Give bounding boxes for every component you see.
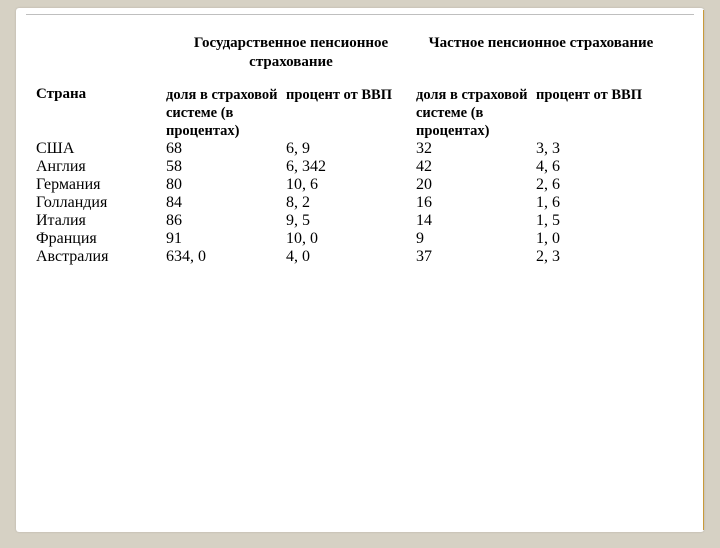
country-cell: Италия	[36, 212, 166, 230]
value-cell: 91	[166, 230, 286, 248]
country-cell: Англия	[36, 158, 166, 176]
value-cell: 14	[416, 212, 536, 230]
country-cell: США	[36, 140, 166, 158]
value-cell: 20	[416, 176, 536, 194]
value-cell: 3, 3	[536, 140, 666, 158]
value-cell: 8, 2	[286, 194, 416, 212]
value-cell: 16	[416, 194, 536, 212]
value-cell: 4, 6	[536, 158, 666, 176]
value-cell: 32	[416, 140, 536, 158]
value-cell: 6, 9	[286, 140, 416, 158]
country-cell: Австралия	[36, 248, 166, 266]
value-cell: 68	[166, 140, 286, 158]
value-cell: 10, 0	[286, 230, 416, 248]
value-cell: 1, 5	[536, 212, 666, 230]
value-cell: 1, 6	[536, 194, 666, 212]
country-cell: Франция	[36, 230, 166, 248]
value-cell: 1, 0	[536, 230, 666, 248]
header-state-share: доля в страховой системе (в процентах)	[166, 86, 286, 140]
header-private-gdp: процент от ВВП	[536, 86, 666, 140]
header-group-state: Государственное пенсионное страхование	[166, 28, 416, 86]
header-private-share: доля в страховой системе (в процентах)	[416, 86, 536, 140]
value-cell: 10, 6	[286, 176, 416, 194]
header-group-private: Частное пенсионное страхование	[416, 28, 666, 86]
value-cell: 9	[416, 230, 536, 248]
header-country: Страна	[36, 86, 166, 140]
country-cell: Германия	[36, 176, 166, 194]
value-cell: 6, 342	[286, 158, 416, 176]
page: Государственное пенсионное страхование Ч…	[16, 8, 704, 532]
value-cell: 9, 5	[286, 212, 416, 230]
value-cell: 2, 3	[536, 248, 666, 266]
value-cell: 86	[166, 212, 286, 230]
value-cell: 58	[166, 158, 286, 176]
header-state-gdp: процент от ВВП	[286, 86, 416, 140]
value-cell: 37	[416, 248, 536, 266]
value-cell: 80	[166, 176, 286, 194]
spacer	[36, 28, 166, 86]
value-cell: 84	[166, 194, 286, 212]
value-cell: 4, 0	[286, 248, 416, 266]
country-cell: Голландия	[36, 194, 166, 212]
table: Государственное пенсионное страхование Ч…	[36, 28, 684, 266]
value-cell: 42	[416, 158, 536, 176]
value-cell: 634, 0	[166, 248, 286, 266]
value-cell: 2, 6	[536, 176, 666, 194]
